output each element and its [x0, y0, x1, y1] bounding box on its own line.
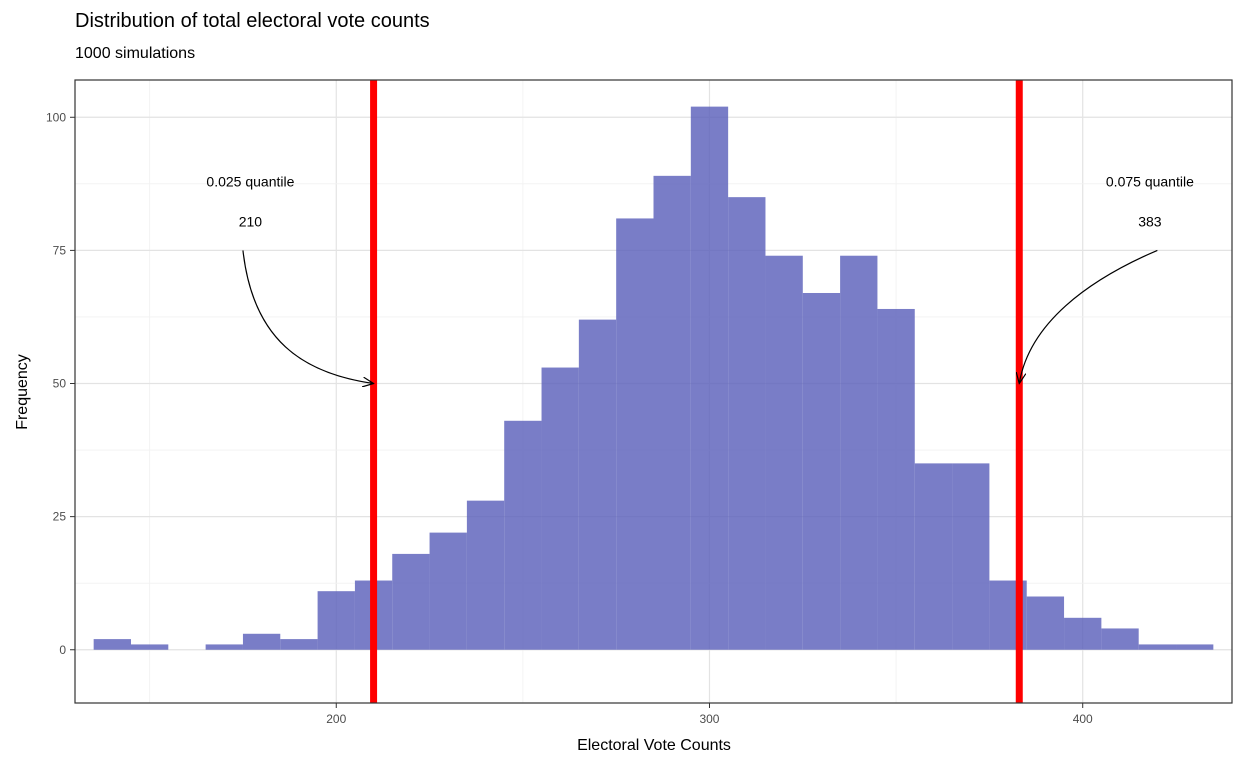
x-axis-label: Electoral Vote Counts [577, 737, 731, 754]
histogram-bar [205, 644, 243, 650]
histogram-bar [1138, 644, 1177, 650]
annotation-arrow [1019, 249, 1158, 383]
histogram-bar [242, 633, 281, 650]
histogram-bar [93, 639, 131, 650]
x-tick-label: 200 [326, 712, 346, 726]
histogram-bar [1026, 596, 1065, 650]
histogram-bar [690, 106, 729, 650]
histogram-bar [1064, 617, 1102, 650]
histogram-bar [616, 218, 654, 650]
histogram-bar [840, 255, 878, 650]
y-tick-label: 75 [53, 243, 67, 257]
x-tick-label: 300 [699, 712, 719, 726]
annotation-value: 383 [1138, 213, 1162, 229]
histogram-bar [504, 420, 542, 650]
annotation-arrow [242, 250, 374, 383]
histogram-bar [765, 255, 803, 650]
histogram-bar [466, 500, 505, 650]
histogram-bar [1176, 644, 1214, 650]
histogram-bar [541, 367, 579, 650]
histogram-bar [653, 175, 691, 650]
y-tick-label: 25 [53, 510, 67, 524]
histogram-bar [1101, 628, 1139, 650]
y-tick-label: 0 [59, 643, 66, 657]
annotation-value: 210 [239, 213, 263, 229]
chart-subtitle: 1000 simulations [75, 45, 196, 62]
histogram-bar [280, 639, 318, 650]
histogram-bar [952, 463, 990, 650]
histogram-bar [914, 463, 953, 650]
histogram-bar [728, 197, 766, 650]
histogram-bar [317, 591, 355, 650]
histogram-bar [130, 644, 169, 650]
histogram-bar [429, 532, 467, 650]
x-tick-label: 400 [1073, 712, 1093, 726]
plot-panel-border [74, 79, 1233, 704]
histogram-bar [578, 319, 617, 650]
histogram-bar [392, 553, 430, 650]
y-tick-label: 50 [53, 377, 67, 391]
y-axis-label: Frequency [14, 354, 31, 430]
annotation-label: 0.025 quantile [206, 173, 294, 189]
chart-title: Distribution of total electoral vote cou… [75, 10, 430, 32]
y-tick-label: 100 [46, 110, 66, 124]
histogram-bar [802, 292, 841, 650]
histogram-bar [877, 308, 915, 650]
annotation-label: 0.075 quantile [1106, 173, 1194, 189]
